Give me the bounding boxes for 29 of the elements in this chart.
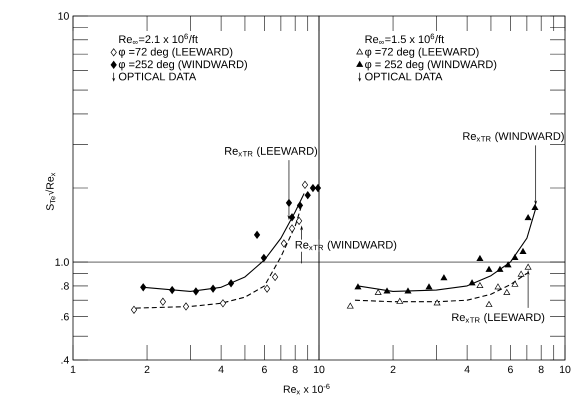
y-tick-label: 1.0 (56, 258, 69, 266)
legend-title: Re$_{∞}$=2.1 x 10$^{6}$/ft (119, 34, 198, 44)
annotation: Re$_{xTR}$ (LEEWARD) (225, 146, 318, 157)
annotation: Re$_{xTR}$ (WINDWARD) (463, 132, 564, 142)
x-tick-label: 4 (464, 366, 470, 373)
x-tick-label: 8 (538, 366, 544, 374)
legend-label: φ =72 deg (LEEWARD) (118, 48, 232, 58)
x-tick-label: 1 (70, 366, 76, 373)
y-tick-label: .6 (61, 312, 69, 320)
x-axis-title: Re$_{x}$ x 10$^{-6}$ (284, 384, 330, 394)
x-tick-label: 6 (262, 366, 267, 374)
x-tick-label: 6 (508, 366, 513, 374)
y-axis-title: S$_{Te}$√Re$_{x}$ (45, 172, 56, 210)
annotation: OPTICAL DATA (118, 72, 196, 80)
annotation: Re$_{xTR}$ (LEEWARD) (452, 313, 544, 324)
legend-label: φ =72 deg (LEEWARD) (365, 48, 479, 58)
legend-label: φ = 252 deg (WINDWARD) (365, 60, 496, 70)
legend-label: φ =252 deg (WINDWARD) (118, 60, 247, 70)
x-tick-label: 10 (314, 366, 324, 374)
y-tick-label: .8 (61, 282, 69, 290)
y-tick-label: 10 (58, 12, 69, 20)
x-tick-label: 2 (390, 366, 396, 374)
x-tick-label: 2 (144, 366, 150, 374)
legend-title: Re$_{∞}$=1.5 x 10$^{6}$/ft (366, 34, 444, 44)
x-tick-label: 10 (560, 366, 570, 374)
y-tick-label: .4 (61, 356, 69, 364)
annotation: OPTICAL DATA (365, 72, 442, 80)
x-tick-label: 8 (292, 366, 298, 374)
x-tick-label: 4 (218, 366, 224, 373)
